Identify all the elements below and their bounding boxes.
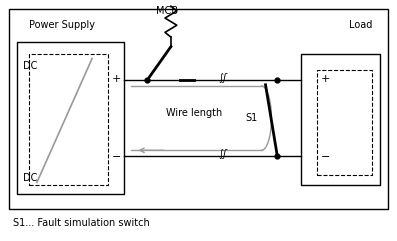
Text: Load: Load [349,20,372,30]
Bar [29,54,108,185]
Bar [17,42,123,194]
Text: MCB: MCB [156,6,178,16]
Text: −: − [321,152,330,162]
Text: −: − [112,152,121,162]
Text: DC: DC [23,173,37,183]
Bar [9,8,388,209]
Bar [317,70,372,175]
Text: ∫ʃ: ∫ʃ [218,73,226,83]
Bar [301,54,380,185]
Text: Power Supply: Power Supply [29,20,95,30]
Text: Wire length: Wire length [166,108,223,118]
Text: +: + [112,74,121,84]
Text: ∫ʃ: ∫ʃ [218,149,226,159]
Text: S1: S1 [245,113,258,123]
Text: +: + [321,74,330,84]
Text: DC: DC [23,61,37,71]
Text: S1... Fault simulation switch: S1... Fault simulation switch [13,218,150,228]
